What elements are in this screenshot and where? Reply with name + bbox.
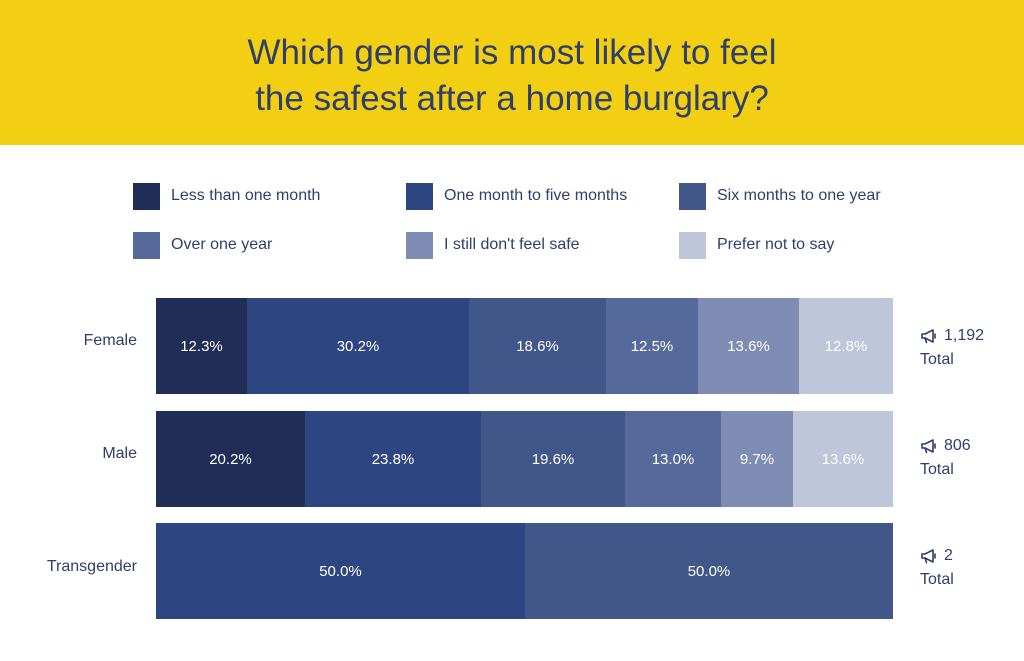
- legend-label: Six months to one year: [717, 187, 881, 204]
- data-label: 50.0%: [687, 562, 731, 580]
- bar-female: 12.3% 30.2% 18.6% 12.5% 13.6% 12.8%: [156, 298, 893, 394]
- total-male: 806 Total: [920, 434, 971, 482]
- title-banner: [0, 0, 1024, 145]
- data-label: 13.6%: [727, 337, 770, 355]
- data-label: 12.5%: [630, 337, 674, 355]
- legend-label: Over one year: [171, 236, 273, 253]
- chart-title-line-1: Which gender is most likely to feel: [247, 33, 777, 72]
- legend-swatch: [679, 182, 706, 210]
- total-value: 806: [944, 437, 971, 454]
- data-label: 19.6%: [531, 450, 575, 468]
- legend-item-less-than-one-month: Less than one month: [133, 182, 321, 210]
- total-value: 2: [944, 547, 953, 564]
- bar-segment: 30.2%: [247, 298, 469, 394]
- category-label-male: Male: [102, 445, 137, 462]
- bar-segment: 18.6%: [469, 298, 606, 394]
- data-label: 13.0%: [651, 450, 695, 468]
- data-label: 23.8%: [371, 450, 415, 468]
- bar-segment: 13.6%: [793, 411, 893, 507]
- bar-segment: 9.7%: [721, 411, 793, 507]
- legend-swatch: [133, 182, 160, 210]
- legend-item-over-one-year: Over one year: [133, 231, 273, 259]
- megaphone-icon: [921, 549, 936, 564]
- bar-male: 20.2% 23.8% 19.6% 13.0% 9.7% 13.6%: [156, 411, 893, 507]
- data-label: 20.2%: [209, 450, 252, 468]
- data-label: 12.8%: [824, 337, 868, 355]
- bar-segment: 20.2%: [156, 411, 305, 507]
- legend-swatch: [406, 182, 433, 210]
- bar-segment: 19.6%: [481, 411, 625, 507]
- total-label: Total: [920, 461, 954, 478]
- bar-segment: 13.0%: [625, 411, 721, 507]
- total-label: Total: [920, 351, 954, 368]
- bar-segment: 12.3%: [156, 298, 247, 394]
- megaphone-icon: [921, 329, 936, 344]
- data-label: 18.6%: [516, 337, 559, 355]
- data-label: 30.2%: [336, 337, 380, 355]
- legend-label: Prefer not to say: [717, 236, 835, 253]
- bar-segment: 12.8%: [799, 298, 893, 394]
- bar-segment: 12.5%: [606, 298, 698, 394]
- legend-label: Less than one month: [171, 187, 321, 204]
- category-label-female: Female: [83, 332, 137, 349]
- bar-segment: 13.6%: [698, 298, 799, 394]
- legend-label: One month to five months: [444, 187, 628, 204]
- bar-segment: 50.0%: [525, 523, 893, 619]
- data-label: 9.7%: [739, 450, 775, 468]
- total-female: 1,192 Total: [920, 324, 984, 372]
- total-transgender: 2 Total: [920, 544, 954, 592]
- total-value: 1,192: [944, 327, 985, 344]
- chart-title-line-2: the safest after a home burglary?: [255, 79, 769, 118]
- legend-swatch: [406, 231, 433, 259]
- data-label: 12.3%: [180, 337, 223, 355]
- data-label: 50.0%: [319, 562, 362, 580]
- category-label-transgender: Transgender: [46, 558, 137, 575]
- bar-segment: 50.0%: [156, 523, 525, 619]
- bar-segment: 23.8%: [305, 411, 481, 507]
- legend-item-six-months-to-one-year: Six months to one year: [679, 182, 881, 210]
- legend-item-still-dont-feel-safe: I still don't feel safe: [406, 231, 580, 259]
- legend-swatch: [679, 231, 706, 259]
- data-label: 13.6%: [821, 450, 865, 468]
- megaphone-icon: [921, 439, 936, 454]
- total-label: Total: [920, 571, 954, 588]
- legend-item-one-to-five-months: One month to five months: [406, 182, 628, 210]
- legend-label: I still don't feel safe: [444, 236, 580, 253]
- chart-title: Which gender is most likely to feel the …: [0, 30, 1024, 122]
- legend-item-prefer-not-to-say: Prefer not to say: [679, 231, 835, 259]
- legend-swatch: [133, 231, 160, 259]
- bar-transgender: 50.0% 50.0%: [156, 523, 893, 619]
